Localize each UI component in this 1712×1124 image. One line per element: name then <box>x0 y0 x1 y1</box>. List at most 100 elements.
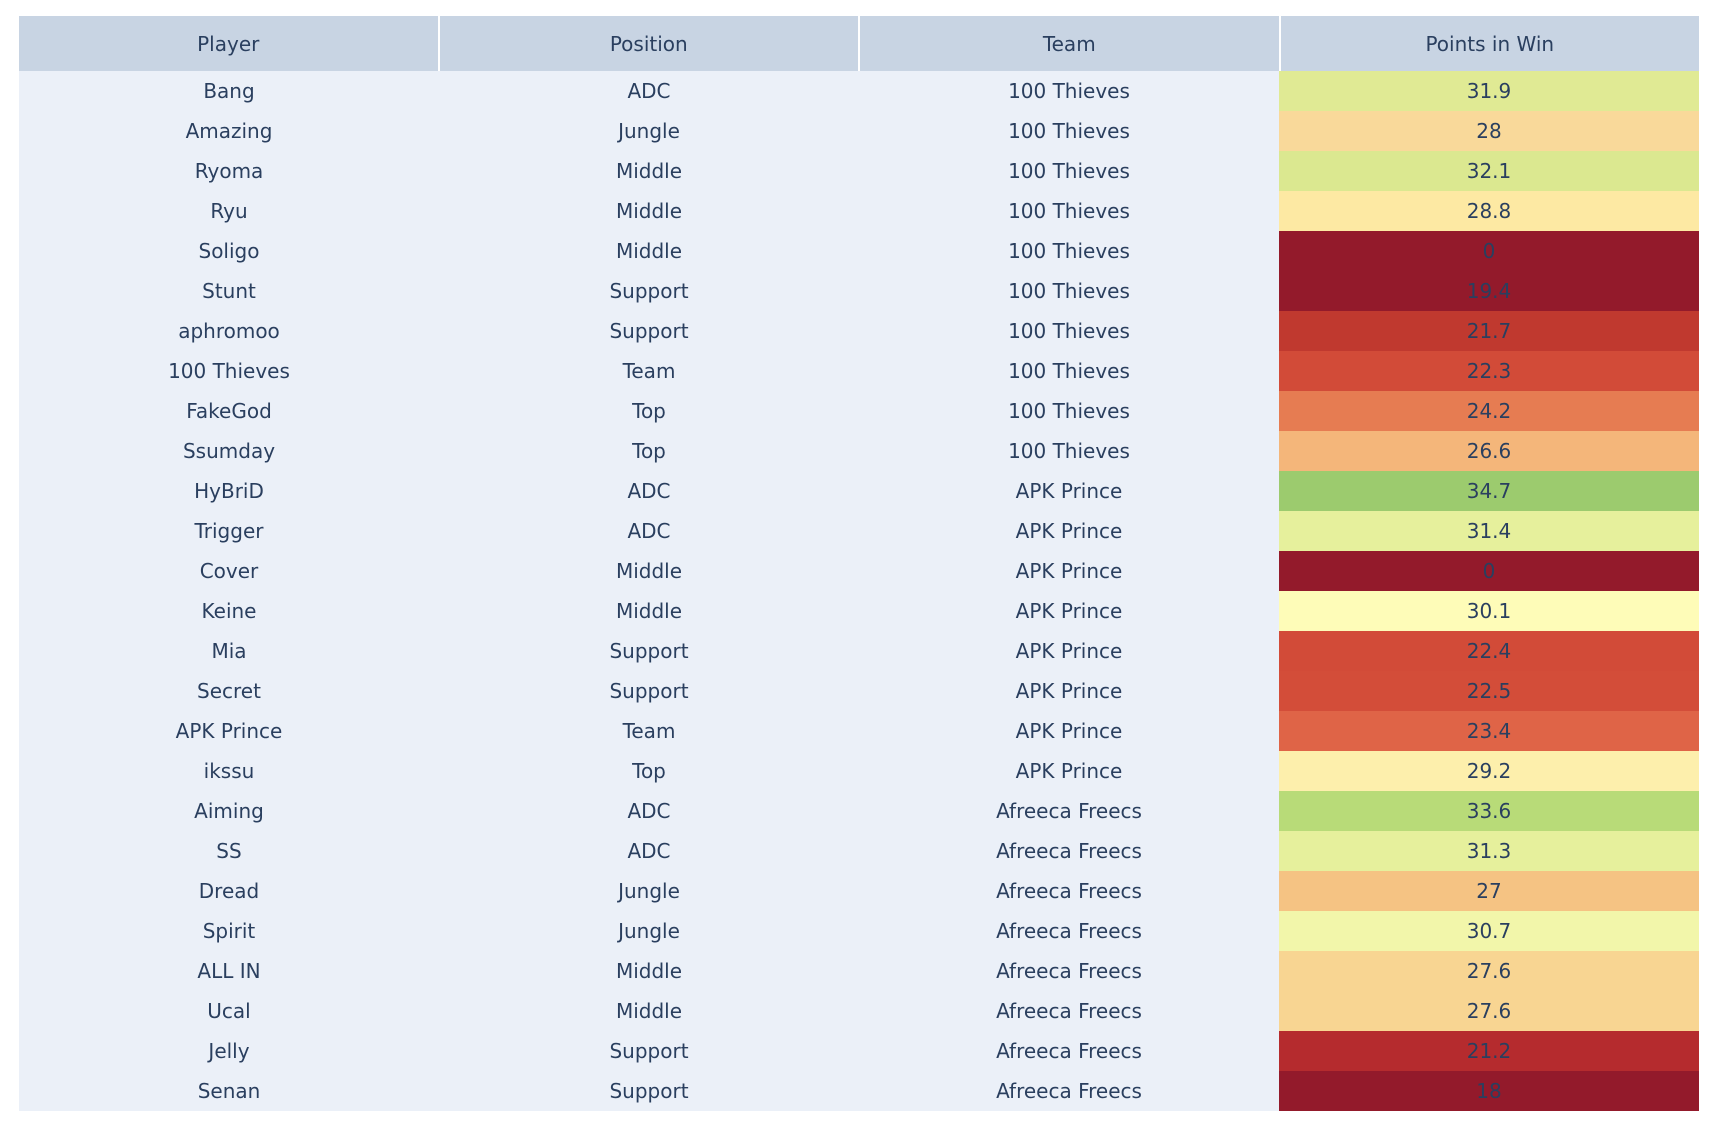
table-cell: Aiming <box>19 791 439 831</box>
table-cell: Trigger <box>19 511 439 551</box>
table-row: Bang ADC 100 Thieves 31.9 <box>19 71 1699 111</box>
table-cell: Support <box>439 631 859 671</box>
table-cell: Team <box>439 351 859 391</box>
table-cell: Afreeca Freecs <box>859 791 1279 831</box>
table-row: Keine Middle APK Prince 30.1 <box>19 591 1699 631</box>
table-cell: APK Prince <box>859 511 1279 551</box>
table-row: Ryoma Middle 100 Thieves 32.1 <box>19 151 1699 191</box>
table-row: Soligo Middle 100 Thieves 0 <box>19 231 1699 271</box>
table-cell: Dread <box>19 871 439 911</box>
table-cell: Cover <box>19 551 439 591</box>
table-row: Mia Support APK Prince 22.4 <box>19 631 1699 671</box>
table-cell: Mia <box>19 631 439 671</box>
table-cell: ADC <box>439 471 859 511</box>
points-cell: 30.1 <box>1279 591 1699 631</box>
table-cell: 100 Thieves <box>859 231 1279 271</box>
table-cell: Soligo <box>19 231 439 271</box>
table-cell: ADC <box>439 71 859 111</box>
table-row: FakeGod Top 100 Thieves 24.2 <box>19 391 1699 431</box>
table-row: Ryu Middle 100 Thieves 28.8 <box>19 191 1699 231</box>
table-cell: Top <box>439 431 859 471</box>
table-cell: APK Prince <box>859 591 1279 631</box>
table-row: Secret Support APK Prince 22.5 <box>19 671 1699 711</box>
table-cell: Jungle <box>439 871 859 911</box>
table-row: aphromoo Support 100 Thieves 21.7 <box>19 311 1699 351</box>
table-row: Spirit Jungle Afreeca Freecs 30.7 <box>19 911 1699 951</box>
table-cell: 100 Thieves <box>859 111 1279 151</box>
table-row: 100 Thieves Team 100 Thieves 22.3 <box>19 351 1699 391</box>
table-cell: Jelly <box>19 1031 439 1071</box>
header-cell: Player <box>19 16 440 71</box>
table-row: ALL IN Middle Afreeca Freecs 27.6 <box>19 951 1699 991</box>
header-cell: Position <box>439 16 860 71</box>
table-cell: APK Prince <box>19 711 439 751</box>
points-cell: 0 <box>1279 231 1699 271</box>
table-cell: Middle <box>439 191 859 231</box>
points-cell: 24.2 <box>1279 391 1699 431</box>
table-cell: Middle <box>439 151 859 191</box>
table-cell: Support <box>439 1071 859 1111</box>
points-cell: 27.6 <box>1279 991 1699 1031</box>
table-cell: APK Prince <box>859 631 1279 671</box>
table-cell: Support <box>439 311 859 351</box>
table-cell: Stunt <box>19 271 439 311</box>
points-cell: 27 <box>1279 871 1699 911</box>
table-cell: Afreeca Freecs <box>859 991 1279 1031</box>
table-cell: ADC <box>439 791 859 831</box>
table-cell: Ryu <box>19 191 439 231</box>
table-row: HyBriD ADC APK Prince 34.7 <box>19 471 1699 511</box>
points-cell: 31.9 <box>1279 71 1699 111</box>
table-cell: 100 Thieves <box>859 191 1279 231</box>
table-cell: Afreeca Freecs <box>859 1031 1279 1071</box>
table-row: Senan Support Afreeca Freecs 18 <box>19 1071 1699 1111</box>
table-cell: APK Prince <box>859 551 1279 591</box>
table-cell: 100 Thieves <box>859 151 1279 191</box>
table-row: Jelly Support Afreeca Freecs 21.2 <box>19 1031 1699 1071</box>
table-row: Cover Middle APK Prince 0 <box>19 551 1699 591</box>
table-cell: APK Prince <box>859 711 1279 751</box>
table-cell: ADC <box>439 511 859 551</box>
points-cell: 30.7 <box>1279 911 1699 951</box>
header-row: Player Position Team Points in Win <box>19 16 1699 71</box>
table-cell: ADC <box>439 831 859 871</box>
points-cell: 23.4 <box>1279 711 1699 751</box>
points-cell: 31.4 <box>1279 511 1699 551</box>
points-cell: 34.7 <box>1279 471 1699 511</box>
points-cell: 21.7 <box>1279 311 1699 351</box>
table-cell: Jungle <box>439 111 859 151</box>
table-cell: Keine <box>19 591 439 631</box>
points-cell: 28.8 <box>1279 191 1699 231</box>
table-cell: APK Prince <box>859 671 1279 711</box>
table-row: SS ADC Afreeca Freecs 31.3 <box>19 831 1699 871</box>
table-row: Dread Jungle Afreeca Freecs 27 <box>19 871 1699 911</box>
table-cell: Middle <box>439 991 859 1031</box>
table-cell: Top <box>439 751 859 791</box>
points-cell: 32.1 <box>1279 151 1699 191</box>
table-cell: APK Prince <box>859 751 1279 791</box>
table-cell: Bang <box>19 71 439 111</box>
table-cell: Team <box>439 711 859 751</box>
table-cell: Jungle <box>439 911 859 951</box>
table-cell: Middle <box>439 951 859 991</box>
table-cell: Middle <box>439 591 859 631</box>
table-cell: Ucal <box>19 991 439 1031</box>
table-cell: Support <box>439 1031 859 1071</box>
table-cell: Afreeca Freecs <box>859 951 1279 991</box>
table-cell: 100 Thieves <box>859 351 1279 391</box>
table-row: Trigger ADC APK Prince 31.4 <box>19 511 1699 551</box>
points-cell: 31.3 <box>1279 831 1699 871</box>
table-cell: ALL IN <box>19 951 439 991</box>
table-cell: 100 Thieves <box>859 431 1279 471</box>
table-row: APK Prince Team APK Prince 23.4 <box>19 711 1699 751</box>
table-cell: Middle <box>439 231 859 271</box>
table-cell: Senan <box>19 1071 439 1111</box>
table-cell: FakeGod <box>19 391 439 431</box>
table-cell: Amazing <box>19 111 439 151</box>
table-cell: 100 Thieves <box>859 271 1279 311</box>
table-cell: Spirit <box>19 911 439 951</box>
table-cell: Afreeca Freecs <box>859 1071 1279 1111</box>
points-cell: 21.2 <box>1279 1031 1699 1071</box>
table-cell: APK Prince <box>859 471 1279 511</box>
table-cell: Afreeca Freecs <box>859 911 1279 951</box>
